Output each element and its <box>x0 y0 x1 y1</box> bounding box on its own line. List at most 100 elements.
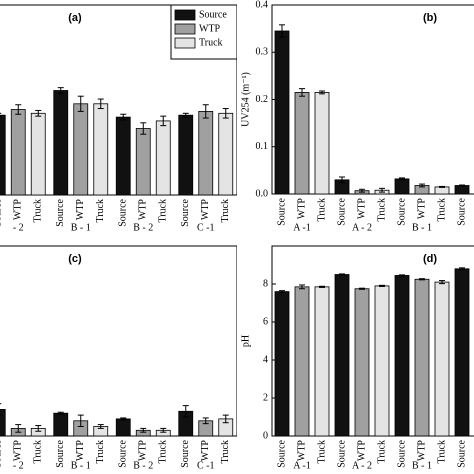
bar <box>374 285 390 437</box>
panel: 0.0 0.1 0.2 0.3 0.4 UV254 (m⁻¹) (b) A -1 Source W… <box>240 0 474 233</box>
x-bar-label: Truck <box>220 199 231 223</box>
x-bar-label: Source <box>118 439 129 467</box>
error-bar <box>182 405 189 418</box>
error-bar <box>399 177 405 181</box>
x-bar-label: Truck <box>33 199 44 223</box>
x-bar-label: WTP <box>75 440 86 462</box>
error-bar <box>202 104 209 119</box>
legend-frame <box>170 4 237 60</box>
error-bar <box>97 424 104 429</box>
error-bar <box>182 112 189 118</box>
x-bar-label: Truck <box>436 440 447 464</box>
error-bar <box>57 411 64 415</box>
y-tick-label: 0.3 <box>256 47 269 58</box>
x-bar-label: WTP <box>356 440 367 462</box>
x-bar-label: Truck <box>376 440 387 464</box>
error-bar <box>299 88 305 97</box>
panel-title: (a) <box>68 12 82 24</box>
error-bar <box>439 185 445 188</box>
x-bar-label: WTP <box>13 440 24 462</box>
bar <box>274 291 290 437</box>
bar <box>178 114 194 196</box>
x-bar-label: Truck <box>33 440 44 464</box>
bar <box>0 114 6 196</box>
x-bar-label: Source <box>0 439 4 467</box>
bar <box>93 103 109 196</box>
error-bar <box>222 414 229 424</box>
bar <box>115 418 131 437</box>
x-group-label: B - 2 <box>133 222 153 233</box>
x-bar-label: WTP <box>138 440 149 462</box>
x-bar-label: WTP <box>138 199 149 221</box>
y-tick-label: 0.0 <box>256 188 269 199</box>
x-bar-label: Source <box>55 439 66 467</box>
y-tick-label: 0.4 <box>256 0 269 10</box>
plot-frame <box>0 245 237 437</box>
x-bar-label: Source <box>276 197 287 225</box>
bar <box>198 111 214 196</box>
error-bar <box>15 104 22 115</box>
bar <box>354 288 370 437</box>
error-bar <box>339 176 345 184</box>
error-bar <box>359 287 365 290</box>
panel: (c) - 2 Source WTP Truck B - 1 Source WTP Truck B… <box>0 245 237 471</box>
error-bar <box>419 278 425 281</box>
x-group-label: - 2 <box>13 460 24 471</box>
x-bar-label: Truck <box>158 199 169 223</box>
error-bar <box>379 187 385 193</box>
x-bar-label: Truck <box>158 440 169 464</box>
bar <box>10 109 26 196</box>
x-bar-label: Truck <box>316 198 327 222</box>
y-axis-label: UV254 (m⁻¹) <box>240 72 251 127</box>
error-bar <box>319 285 325 288</box>
bar <box>454 185 470 195</box>
x-bar-label: Truck <box>436 198 447 222</box>
x-bar-label: WTP <box>13 199 24 221</box>
error-bar <box>0 112 2 118</box>
y-tick-label: 0.2 <box>256 94 269 105</box>
x-bar-label: Source <box>456 439 467 467</box>
error-bar <box>459 267 465 271</box>
x-bar-label: Source <box>0 198 4 226</box>
error-bar <box>279 24 285 38</box>
x-group-label: A - 2 <box>352 460 372 471</box>
x-group-label: - 2 <box>13 222 24 233</box>
error-bar <box>379 284 385 287</box>
x-bar-label: Truck <box>376 198 387 222</box>
bar <box>294 286 310 437</box>
y-tick-label: 8 <box>263 278 268 289</box>
error-bar <box>160 427 167 433</box>
x-group-label: B - 2 <box>133 460 153 471</box>
y-tick-label: 2 <box>263 392 268 403</box>
error-bar <box>15 424 22 433</box>
bar <box>394 275 410 437</box>
bar <box>294 92 310 195</box>
y-axis-label: pH <box>240 335 251 347</box>
bar <box>414 278 430 437</box>
x-bar-label: Truck <box>95 440 106 464</box>
bar <box>434 186 450 195</box>
x-bar-label: Truck <box>220 440 231 464</box>
panel: (a) - 2 Source WTP Truck B - 1 Source WTP Truck B… <box>0 4 237 233</box>
x-bar-label: Truck <box>316 440 327 464</box>
x-bar-label: WTP <box>200 440 211 462</box>
x-group-label: A -1 <box>293 222 311 233</box>
bar <box>394 178 410 195</box>
error-bar <box>140 427 147 433</box>
x-group-label: B - 1 <box>71 460 91 471</box>
x-group-label: B - 1 <box>412 460 432 471</box>
x-bar-label: WTP <box>200 199 211 221</box>
bar <box>30 112 46 196</box>
x-group-label: C -1 <box>197 460 215 471</box>
error-bar <box>35 425 42 432</box>
x-bar-label: Source <box>456 197 467 225</box>
x-group-label: B - 1 <box>412 222 432 233</box>
legend-label: WTP <box>199 23 221 34</box>
bar <box>53 90 69 196</box>
legend-label: Source <box>199 9 227 20</box>
legend-swatch <box>174 37 196 49</box>
bar <box>314 286 330 437</box>
x-group-label: C -1 <box>197 222 215 233</box>
x-bar-label: WTP <box>296 198 307 220</box>
